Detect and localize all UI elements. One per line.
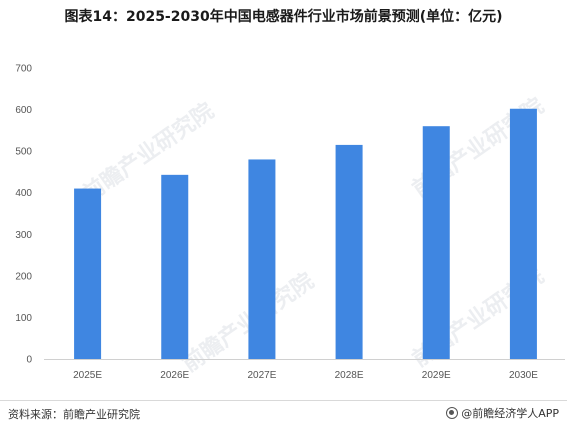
page-title: 图表14：2025-2030年中国电感器件行业市场前景预测(单位：亿元) — [64, 9, 503, 25]
y-axis: 0 100 200 300 400 500 600 700 — [15, 64, 32, 366]
y-tick-label: 100 — [15, 313, 32, 324]
source-note: 资料来源：前瞻产业研究院 — [8, 408, 140, 421]
y-tick-label: 200 — [15, 271, 32, 282]
brand-credit-text: @前瞻经济学人APP — [461, 407, 559, 420]
x-axis: 2025E 2026E 2027E 2028E 2029E 2030E — [73, 370, 538, 381]
bar-2028E — [335, 144, 363, 359]
y-tick-label: 700 — [15, 64, 32, 75]
y-tick-label: 300 — [15, 230, 32, 241]
bars-group — [74, 108, 537, 360]
brand-credit: @前瞻经济学人APP — [446, 405, 559, 421]
x-tick-label: 2027E — [247, 370, 276, 381]
x-tick-label: 2025E — [73, 370, 102, 381]
bar-2025E — [74, 188, 102, 359]
bar-2030E — [509, 108, 537, 360]
x-tick-label: 2028E — [335, 370, 364, 381]
footer-divider — [0, 400, 567, 401]
bar-2027E — [248, 159, 276, 359]
x-tick-label: 2030E — [509, 370, 538, 381]
bar-2026E — [161, 174, 189, 359]
x-tick-label: 2026E — [160, 370, 189, 381]
bar-2029E — [422, 126, 450, 359]
x-tick-label: 2029E — [422, 370, 451, 381]
brand-logo-icon — [446, 407, 459, 419]
y-tick-label: 600 — [15, 105, 32, 116]
y-tick-label: 500 — [15, 147, 32, 158]
y-tick-label: 400 — [15, 188, 32, 199]
y-tick-label: 0 — [26, 355, 32, 366]
